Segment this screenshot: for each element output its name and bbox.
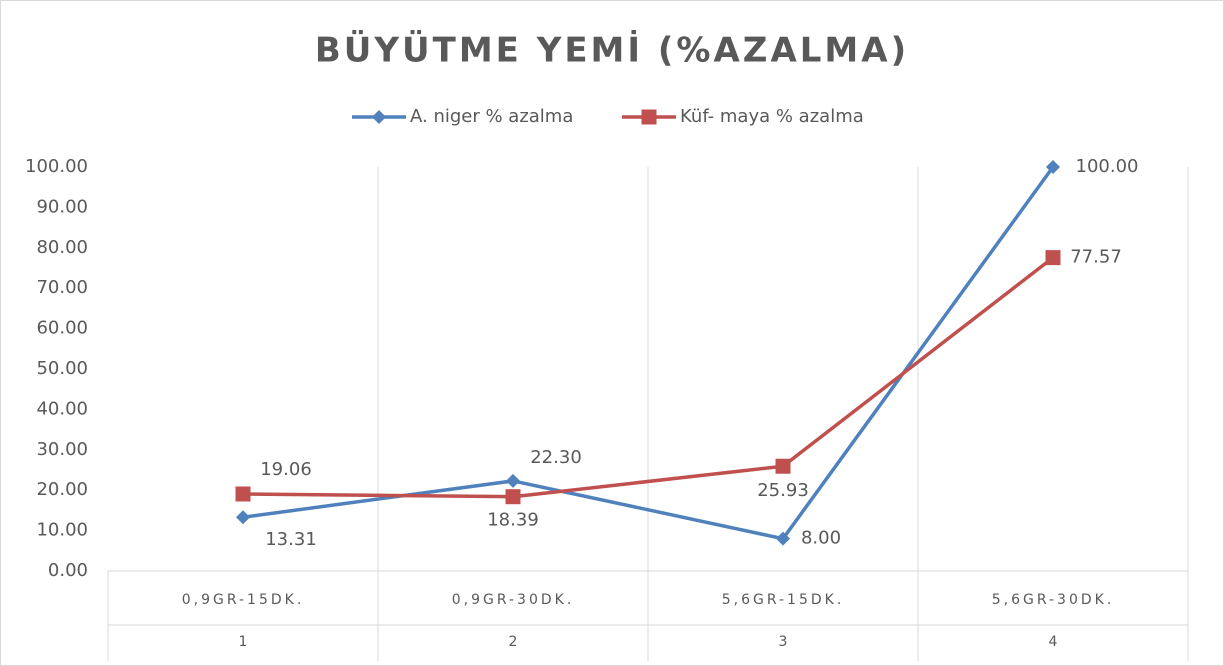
x-tick-label: 5,6GR-30DK. xyxy=(992,592,1115,608)
y-tick-label: 80.00 xyxy=(36,237,88,258)
data-label: 13.31 xyxy=(265,529,317,550)
y-tick-label: 40.00 xyxy=(36,398,88,419)
y-tick-label: 90.00 xyxy=(36,196,88,217)
series-line xyxy=(242,256,1055,499)
x-tick-label: 0,9GR-15DK. xyxy=(182,592,305,608)
x-tick-label: 5,6GR-15DK. xyxy=(722,592,845,608)
y-tick-label: 100.00 xyxy=(25,156,88,177)
y-tick-label: 0.00 xyxy=(48,560,88,581)
data-label: 25.93 xyxy=(757,480,809,501)
y-tick-label: 70.00 xyxy=(36,277,88,298)
y-tick-label: 60.00 xyxy=(36,318,88,339)
legend-label: Küf- maya % azalma xyxy=(680,106,864,127)
data-point xyxy=(775,458,791,474)
data-point xyxy=(505,489,521,505)
legend-marker xyxy=(372,110,386,124)
x-group-label: 2 xyxy=(509,634,518,650)
legend-marker xyxy=(641,109,657,125)
data-label: 100.00 xyxy=(1076,156,1139,177)
y-tick-label: 10.00 xyxy=(36,520,88,541)
data-point xyxy=(235,486,251,502)
legend-label: A. niger % azalma xyxy=(410,106,573,127)
x-group-label: 3 xyxy=(779,634,788,650)
series-line xyxy=(242,165,1055,541)
y-tick-label: 20.00 xyxy=(36,479,88,500)
data-point xyxy=(1045,250,1061,266)
y-tick-label: 30.00 xyxy=(36,439,88,460)
data-label: 22.30 xyxy=(530,447,582,468)
data-label: 19.06 xyxy=(260,459,312,480)
x-group-label: 1 xyxy=(239,634,248,650)
data-point xyxy=(236,510,250,525)
y-tick-label: 50.00 xyxy=(36,358,88,379)
data-point xyxy=(506,473,520,488)
data-point xyxy=(776,531,790,546)
data-label: 8.00 xyxy=(801,528,841,549)
x-group-label: 4 xyxy=(1049,634,1058,650)
chart-title: BÜYÜTME YEMİ (%AZALMA) xyxy=(315,30,909,71)
data-label: 18.39 xyxy=(487,510,539,531)
data-point xyxy=(1046,160,1060,174)
data-label: 77.57 xyxy=(1070,247,1122,268)
x-tick-label: 0,9GR-30DK. xyxy=(452,592,575,608)
